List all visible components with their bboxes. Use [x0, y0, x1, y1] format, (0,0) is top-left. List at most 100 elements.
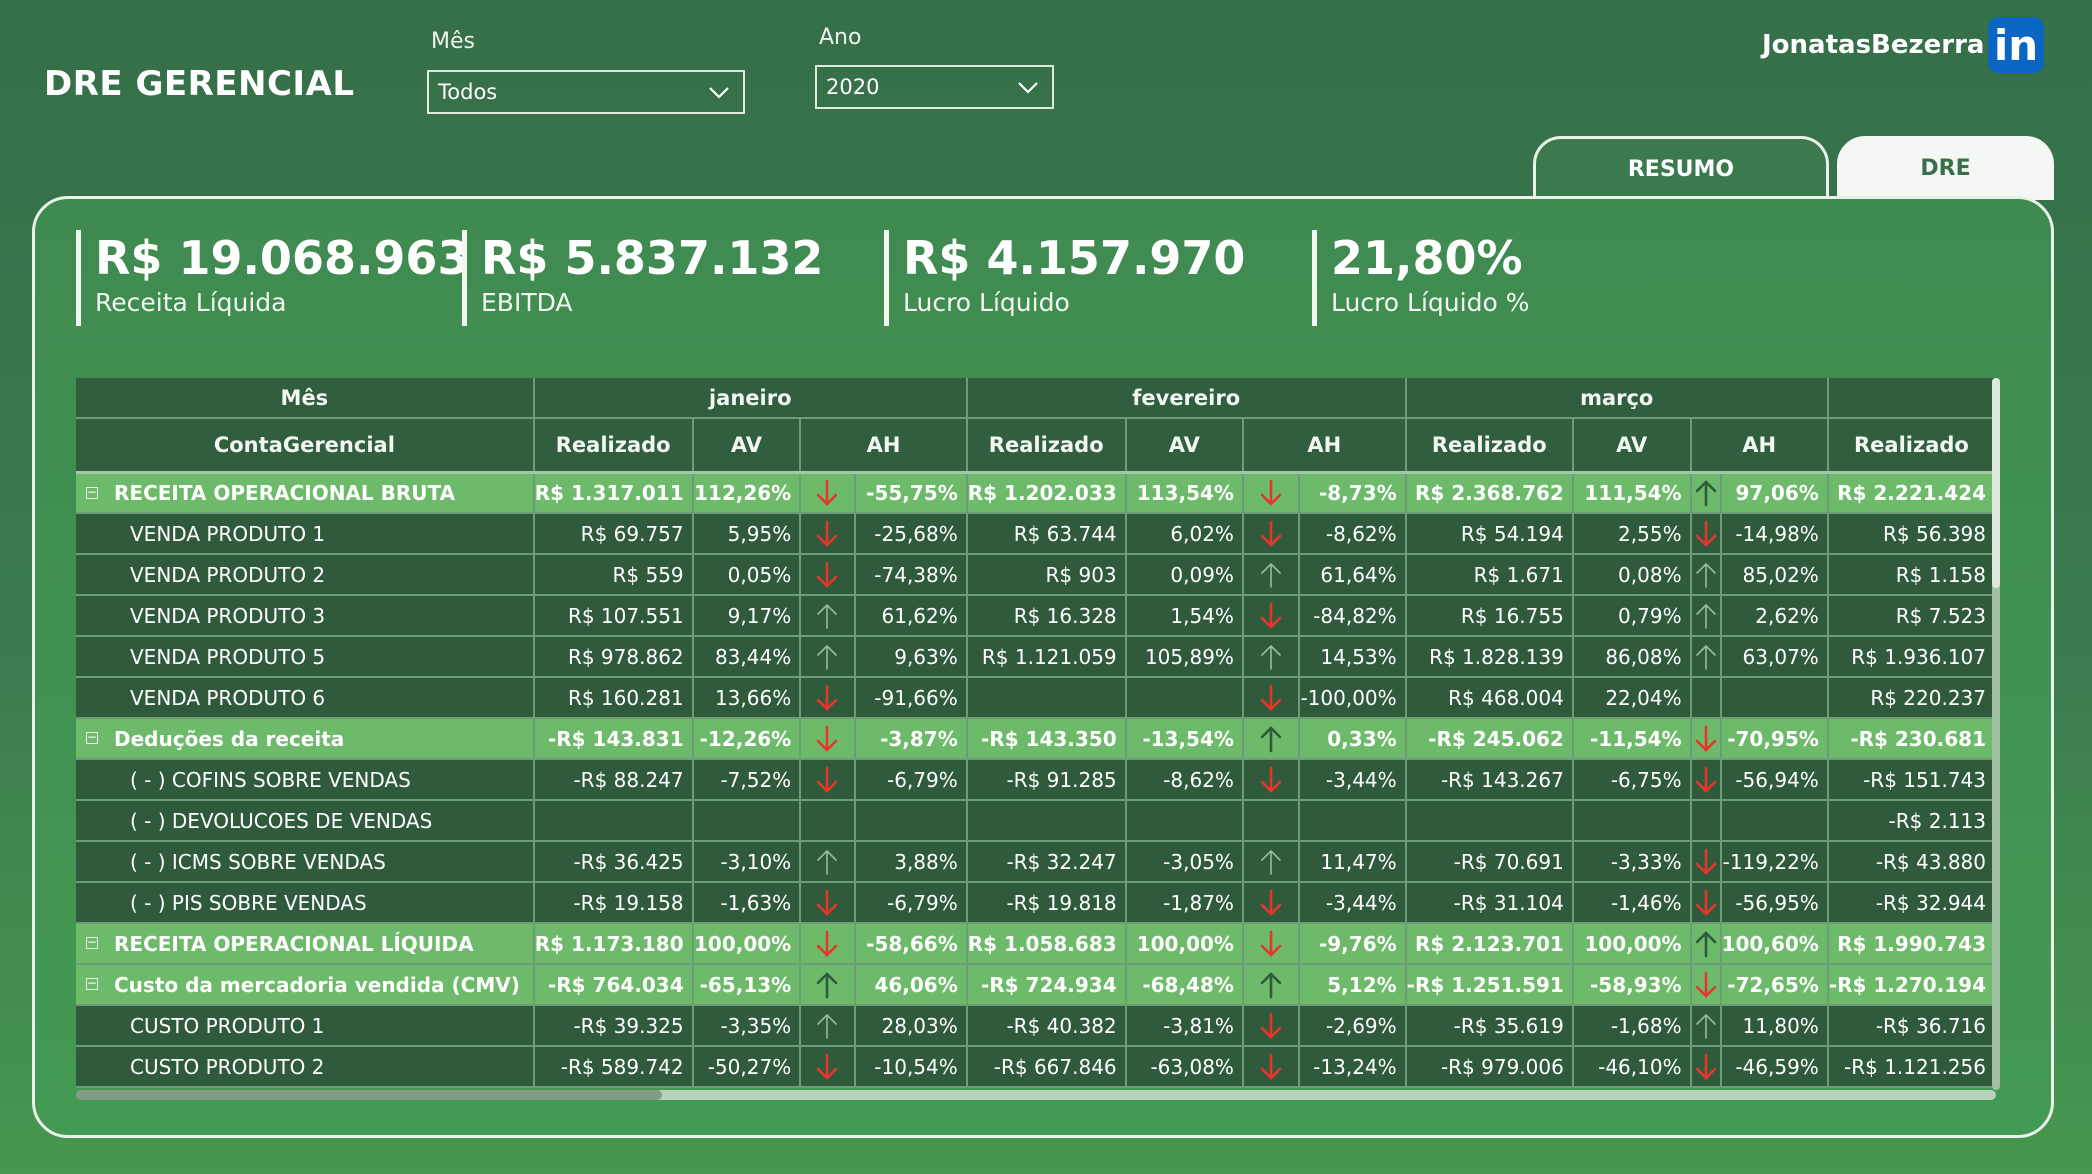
col-header-realizado[interactable]: Realizado [966, 418, 1127, 474]
cell-ah-indicator [800, 964, 856, 1006]
cell-realizado: -R$ 667.846 [966, 1046, 1127, 1088]
tab-resumo[interactable]: RESUMO [1533, 136, 1829, 200]
col-header-av[interactable]: AV [1125, 418, 1244, 474]
cell-realizado: R$ 160.281 [533, 677, 694, 719]
mes-dropdown[interactable]: Todos [427, 70, 745, 114]
col-header-ah[interactable]: AH [1242, 418, 1407, 474]
row-header-label[interactable]: ContaGerencial [76, 418, 535, 474]
cell-av: 1,54% [1125, 595, 1244, 637]
cell-realizado [1405, 800, 1574, 842]
cell-ah-indicator [1690, 800, 1722, 842]
cell-realizado: -R$ 36.716 [1827, 1005, 1996, 1047]
arrow-up-icon [817, 971, 838, 998]
table-group-row[interactable]: − RECEITA OPERACIONAL BRUTA R$ 1.317.011 11… [76, 472, 1996, 514]
table-group-row[interactable]: − RECEITA OPERACIONAL LÍQUIDA R$ 1.173.180… [76, 923, 1996, 965]
cell-ah-indicator [1690, 718, 1722, 760]
cell-realizado: R$ 54.194 [1405, 513, 1574, 555]
cell-ah-indicator [1690, 636, 1722, 678]
cell-av: -68,48% [1125, 964, 1244, 1006]
row-label-text: RECEITA OPERACIONAL BRUTA [114, 480, 456, 505]
arrow-up-icon [1695, 1013, 1716, 1039]
month-header-1[interactable]: fevereiro [966, 378, 1407, 419]
row-label: − RECEITA OPERACIONAL LÍQUIDA [76, 923, 535, 965]
table-row[interactable]: ( - ) PIS SOBRE VENDAS -R$ 19.158 -1,63% -6… [76, 882, 1996, 924]
cell-ah: 3,88% [854, 841, 968, 883]
table-row[interactable]: VENDA PRODUTO 2 R$ 559 0,05% -74,38% R$ 903 0… [76, 554, 1996, 596]
tab-dre[interactable]: DRE [1837, 136, 2054, 200]
arrow-down-icon [817, 725, 838, 752]
arrow-down-icon [1260, 520, 1282, 547]
vertical-scroll-thumb[interactable] [1992, 378, 2000, 588]
cell-ah-indicator [1242, 923, 1301, 965]
month-header-0[interactable]: janeiro [533, 378, 968, 419]
cell-realizado: -R$ 589.742 [533, 1046, 694, 1088]
table-group-row[interactable]: − Deduções da receita -R$ 143.831 -12,26% -3… [76, 718, 1996, 760]
kpi-value: R$ 5.837.132 [481, 231, 824, 285]
table-row[interactable]: VENDA PRODUTO 1 R$ 69.757 5,95% -25,68% R$ 6… [76, 513, 1996, 555]
table-row[interactable]: ( - ) COFINS SOBRE VENDAS -R$ 88.247 -7,52… [76, 759, 1996, 801]
row-label-text: ( - ) ICMS SOBRE VENDAS [130, 849, 386, 874]
row-label-text: RECEITA OPERACIONAL LÍQUIDA [114, 931, 474, 956]
cell-realizado: R$ 16.328 [966, 595, 1127, 637]
cell-ah: -72,65% [1720, 964, 1829, 1006]
cell-realizado: R$ 69.757 [533, 513, 694, 555]
cell-ah: -58,66% [854, 923, 968, 965]
kpi-lucro-liquido-pct: 21,80% Lucro Líquido % [1312, 230, 1529, 326]
table-row[interactable]: VENDA PRODUTO 6 R$ 160.281 13,66% -91,66% -1… [76, 677, 1996, 719]
minus-square-icon[interactable]: − [86, 976, 98, 990]
cell-av: 22,04% [1572, 677, 1692, 719]
linkedin-icon[interactable]: in [1988, 17, 2044, 73]
table-row[interactable]: VENDA PRODUTO 3 R$ 107.551 9,17% 61,62% R$ 1… [76, 595, 1996, 637]
table-row[interactable]: CUSTO PRODUTO 1 -R$ 39.325 -3,35% 28,03% -R$… [76, 1005, 1996, 1047]
cell-ah-indicator [800, 677, 856, 719]
month-header-3[interactable] [1827, 378, 1996, 419]
cell-ah-indicator [1690, 882, 1722, 924]
ano-dropdown[interactable]: 2020 [815, 65, 1054, 109]
cell-realizado: R$ 2.221.424 [1827, 472, 1996, 514]
cell-av: -63,08% [1125, 1046, 1244, 1088]
col-header-realizado[interactable]: Realizado [1405, 418, 1574, 474]
cell-av: -3,05% [1125, 841, 1244, 883]
cell-realizado: R$ 1.828.139 [1405, 636, 1574, 678]
col-header-ah[interactable]: AH [1690, 418, 1829, 474]
table-row[interactable]: CUSTO PRODUTO 2 -R$ 589.742 -50,27% -10,54%… [76, 1046, 1996, 1088]
arrow-down-icon [1260, 684, 1282, 711]
cell-realizado: R$ 220.237 [1827, 677, 1996, 719]
month-header-2[interactable]: março [1405, 378, 1829, 419]
table-row[interactable]: VENDA PRODUTO 5 R$ 978.862 83,44% 9,63% R$ 1… [76, 636, 1996, 678]
chevron-down-icon [1018, 82, 1038, 94]
minus-square-icon[interactable]: − [86, 730, 98, 744]
col-header-realizado[interactable]: Realizado [1827, 418, 1996, 474]
cell-ah: 9,63% [854, 636, 968, 678]
table-group-row[interactable]: − Custo da mercadoria vendida (CMV) -R$ 76… [76, 964, 1996, 1006]
col-header-av[interactable]: AV [692, 418, 802, 474]
table-row[interactable]: ( - ) ICMS SOBRE VENDAS -R$ 36.425 -3,10% 3… [76, 841, 1996, 883]
vertical-scrollbar[interactable] [1992, 378, 2000, 1090]
table-row[interactable]: ( - ) DEVOLUCOES DE VENDAS -R$ 2.113 [76, 800, 1996, 842]
cell-realizado: -R$ 32.247 [966, 841, 1127, 883]
arrow-down-icon [1260, 889, 1282, 916]
page-title: DRE GERENCIAL [44, 64, 355, 104]
cell-realizado: R$ 107.551 [533, 595, 694, 637]
cell-realizado: -R$ 39.325 [533, 1005, 694, 1047]
minus-square-icon[interactable]: − [86, 935, 98, 949]
cell-ah: -8,62% [1299, 513, 1407, 555]
horizontal-scrollbar[interactable] [76, 1090, 1996, 1100]
cell-realizado: R$ 1.990.743 [1827, 923, 1996, 965]
arrow-down-icon [1260, 602, 1282, 629]
arrow-up-icon [1261, 562, 1281, 588]
horizontal-scroll-thumb[interactable] [76, 1090, 662, 1100]
col-header-ah[interactable]: AH [800, 418, 968, 474]
minus-square-icon[interactable]: − [86, 484, 98, 499]
cell-ah-indicator [1690, 513, 1722, 555]
arrow-down-icon [1695, 766, 1716, 793]
col-header-av[interactable]: AV [1572, 418, 1692, 474]
cell-realizado: R$ 1.202.033 [966, 472, 1127, 514]
cell-ah-indicator [800, 841, 856, 883]
arrow-down-icon [1260, 1012, 1282, 1039]
arrow-down-icon [1695, 848, 1716, 875]
cell-realizado: R$ 978.862 [533, 636, 694, 678]
cell-realizado: -R$ 91.285 [966, 759, 1127, 801]
dre-matrix[interactable]: Mês janeiro fevereiro março ContaGerencial R… [76, 378, 1996, 1090]
col-header-realizado[interactable]: Realizado [533, 418, 694, 474]
